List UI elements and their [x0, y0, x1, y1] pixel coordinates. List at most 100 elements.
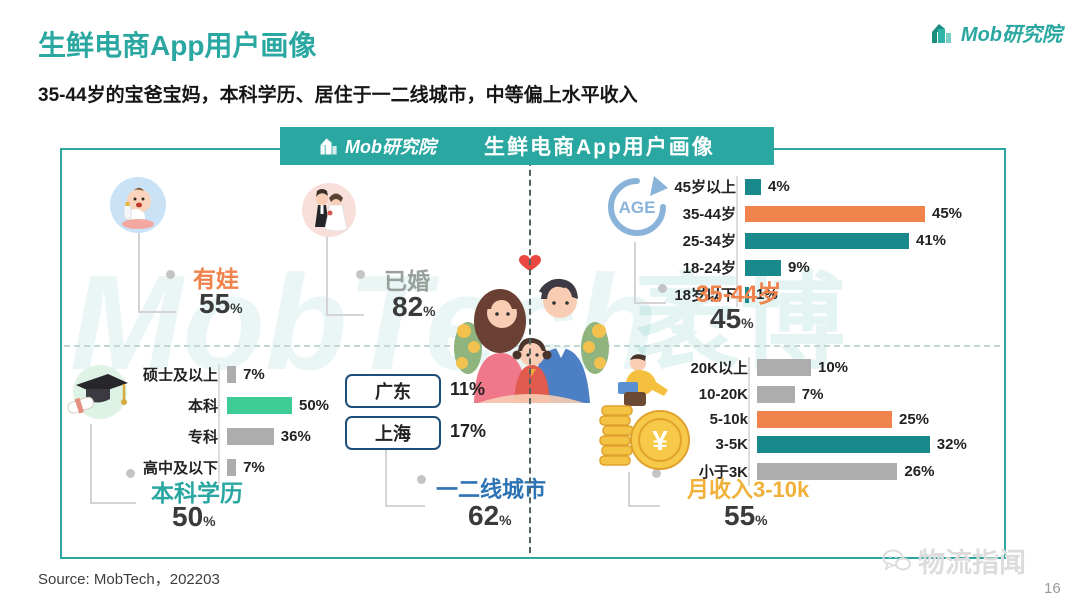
bar-value: 36%: [280, 428, 311, 445]
bar-row: 专科 36%: [110, 426, 440, 447]
bar-value: 41%: [916, 232, 947, 249]
bar-value: 7%: [243, 366, 265, 383]
watermark-logistics: 物流指闻: [882, 541, 1026, 580]
income-coins-icon: ¥: [594, 350, 694, 475]
age-cycle-icon: AGE: [604, 174, 670, 240]
bar: [757, 436, 930, 453]
bar-value: 25%: [899, 411, 930, 428]
education-highlight-value: 50%: [172, 501, 216, 533]
married-connector-dot: [356, 270, 365, 279]
brand-logo-text: Mob研究院: [960, 24, 1062, 46]
city-highlight-number: 62: [468, 500, 500, 531]
city-value-guangdong: 11%: [450, 379, 486, 399]
bar: [227, 428, 274, 445]
bar-row: 高中及以下 7%: [110, 457, 440, 478]
age-highlight-unit: %: [741, 315, 754, 331]
married-value: 82%: [392, 291, 436, 323]
flowers-left: [454, 322, 482, 374]
bar-label: 5-10k: [709, 411, 748, 428]
bar: [757, 463, 898, 480]
city-connector: [385, 448, 425, 507]
page-number: 16: [1044, 580, 1061, 597]
bar-label: 18-24岁: [682, 260, 736, 277]
kids-label: 有娃: [193, 266, 239, 292]
education-connector-dot: [126, 469, 135, 478]
kids-connector: [138, 233, 176, 313]
bar-row: 18岁以下 1%: [648, 284, 1000, 305]
child: [512, 337, 552, 403]
bar-label: 硕士及以上: [142, 367, 218, 384]
education-bar-chart: 硕士及以上 7% 本科 50% 专科 36% 高中及以下 7%: [110, 364, 440, 488]
bar-value: 10%: [818, 359, 849, 376]
bar: [227, 397, 292, 414]
bar: [745, 259, 781, 276]
income-connector: [628, 472, 660, 507]
married-value-number: 82: [392, 291, 424, 322]
family-illustration: [448, 243, 613, 403]
education-highlight-label: 本科学历: [151, 480, 243, 506]
bar: [227, 366, 237, 383]
baby-icon: [110, 177, 166, 233]
income-highlight-unit: %: [755, 512, 768, 528]
married-connector: [326, 237, 364, 316]
bar: [757, 411, 892, 428]
brand-logo: Mob研究院: [929, 18, 1062, 47]
income-highlight-label: 月收入3-10k: [687, 477, 810, 502]
bar-value: 45%: [932, 205, 963, 222]
bar-value: 50%: [299, 397, 330, 414]
city-box-guangdong: 广东: [345, 374, 441, 408]
banner-logo-text: Mob研究院: [345, 137, 436, 157]
income-highlight-value: 55%: [724, 500, 768, 532]
bar: [757, 359, 811, 376]
page-subtitle: 35-44岁的宝爸宝妈，本科学历、居住于一二线城市，中等偏上水平收入: [38, 85, 638, 106]
kids-value-unit: %: [230, 300, 243, 316]
city-value-shanghai: 17%: [450, 421, 487, 441]
watermark-logistics-text: 物流指闻: [918, 548, 1026, 578]
bar-label: 20K以上: [690, 360, 748, 377]
bar-label: 35-44岁: [682, 206, 736, 223]
bar-row: 35-44岁 45%: [648, 203, 1000, 224]
bar-value: 26%: [904, 463, 935, 480]
bar-value: 9%: [788, 259, 810, 276]
age-connector-dot: [658, 284, 667, 293]
bar-label: 45岁以上: [674, 179, 736, 196]
bar-label: 高中及以下: [142, 460, 218, 477]
svg-text:¥: ¥: [652, 425, 668, 456]
age-icon-label: AGE: [619, 198, 656, 217]
married-value-unit: %: [423, 303, 436, 319]
page-title: 生鲜电商App用户画像: [38, 30, 317, 61]
age-bar-chart: 45岁以上 4% 35-44岁 45% 25-34岁 41% 18-24岁 9% 18岁以下 1%: [648, 176, 1000, 311]
bar-value: 32%: [936, 436, 967, 453]
mom: [474, 289, 528, 403]
kids-connector-dot: [166, 270, 175, 279]
age-highlight-label: 35-44岁: [696, 281, 782, 308]
city-highlight-unit: %: [499, 512, 512, 528]
bar: [745, 178, 761, 195]
city-highlight-label: 一二线城市: [436, 477, 547, 502]
mob-building-icon: [929, 20, 955, 46]
mob-building-icon-white: [318, 135, 340, 157]
kids-value: 55%: [199, 288, 243, 320]
income-bar-chart: 20K以上 10% 10-20K 7% 5-10k 25% 3-5K 32% 小于3K 26%: [648, 357, 1000, 490]
banner-logo: Mob研究院: [318, 133, 436, 159]
bar: [745, 286, 749, 303]
bar-row: 18-24岁 9%: [648, 257, 1000, 278]
bar-value: 4%: [768, 178, 790, 195]
graduation-icon: [64, 362, 128, 420]
bar-label: 25-34岁: [682, 233, 736, 250]
city-connector-dot: [417, 475, 426, 484]
bar: [745, 232, 909, 249]
income-connector-dot: [652, 469, 661, 478]
age-highlight-value: 45%: [710, 303, 754, 335]
city-box-shanghai: 上海: [345, 416, 441, 450]
age-highlight-number: 45: [710, 303, 742, 334]
bar-label: 18岁以下: [674, 287, 736, 304]
bar-row: 45岁以上 4%: [648, 176, 1000, 197]
bar-row: 3-5K 32%: [648, 436, 1000, 453]
bar-label: 专科: [187, 429, 218, 446]
bar-value: 1%: [756, 286, 778, 303]
bar: [745, 205, 925, 222]
education-highlight-unit: %: [203, 513, 216, 529]
city-highlight-value: 62%: [468, 500, 512, 532]
